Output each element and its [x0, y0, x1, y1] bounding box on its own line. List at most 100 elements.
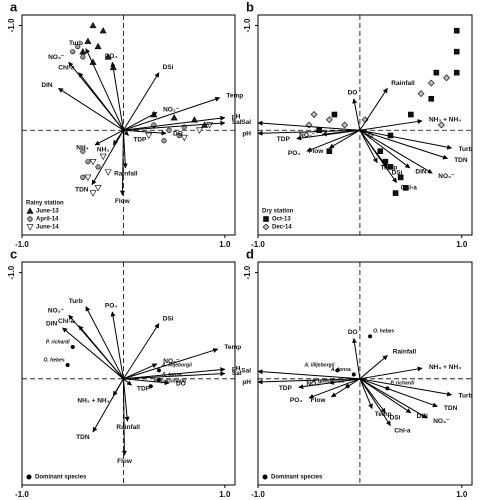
x-tick-label: 1.0: [219, 240, 231, 249]
env-label: PO₄: [105, 303, 118, 310]
panel-label: d: [246, 246, 254, 261]
env-arrow: [359, 129, 449, 160]
site-point: [453, 69, 460, 76]
legend-label: Dominant species: [35, 475, 87, 481]
env-label: DO: [176, 380, 186, 387]
env-arrow: [62, 327, 124, 380]
env-label: NH₃: [97, 147, 109, 154]
species-label: A. tonsa: [330, 367, 351, 373]
species-point: [368, 334, 373, 339]
plot-frame: [21, 261, 236, 486]
legend-label: June-13: [36, 209, 59, 215]
env-label: Turb: [458, 146, 472, 153]
env-arrow: [306, 129, 361, 152]
species-label: O. hebes: [44, 357, 65, 363]
site-point: [195, 127, 204, 134]
site-point: [387, 164, 394, 170]
site-point: [428, 96, 435, 102]
env-label: Chl-a: [394, 427, 411, 434]
legend-marker: [263, 216, 269, 222]
env-arrow: [85, 306, 124, 380]
plot-frame: [21, 14, 236, 236]
env-label: NH₃ + NH₄: [429, 117, 461, 124]
env-arrow: [359, 87, 388, 131]
site-point: [161, 138, 167, 144]
env-arrow: [359, 119, 423, 131]
x-tick-label: -1.0: [251, 240, 265, 249]
env-arrow: [123, 371, 226, 380]
env-label: DIN: [41, 82, 53, 89]
env-label: pH: [242, 379, 251, 386]
env-arrow: [78, 72, 124, 131]
env-label: DSi: [163, 64, 174, 71]
legend-marker: [26, 224, 34, 231]
env-arrow: [359, 378, 428, 419]
species-point: [65, 363, 70, 368]
env-label: Chl-a: [58, 318, 75, 325]
env-arrow: [351, 337, 361, 379]
env-arrow: [359, 129, 433, 174]
env-label: PO₄: [288, 150, 301, 157]
env-label: Chl-a: [401, 184, 418, 191]
env-label: PO₄: [105, 53, 118, 60]
legend-label: Dominant species: [271, 475, 323, 481]
env-arrow: [359, 129, 411, 169]
y-tick-label: -1.0: [7, 18, 16, 32]
env-arrow: [110, 61, 124, 131]
species-point: [345, 384, 350, 389]
y-tick-label: -1.0: [243, 265, 252, 279]
env-label: Temp: [381, 165, 398, 172]
site-point: [84, 37, 92, 44]
legend-marker: [27, 216, 33, 222]
env-arrow: [257, 129, 360, 136]
panel-label: c: [10, 246, 17, 261]
env-label: Rainfall: [114, 171, 138, 178]
env-label: TDN: [444, 405, 458, 412]
env-label: NO₃⁻: [48, 307, 65, 314]
env-arrow: [58, 87, 124, 131]
site-point: [331, 111, 338, 118]
env-label: Rainfall: [393, 348, 417, 355]
env-arrow: [359, 378, 391, 426]
species-label: P. richardi: [390, 381, 414, 387]
env-arrow: [94, 129, 124, 146]
env-arrow: [257, 369, 360, 380]
env-label: Sal: [232, 119, 242, 126]
env-label: DO: [348, 329, 358, 336]
env-arrow: [352, 98, 361, 131]
env-arrow: [328, 129, 361, 149]
env-arrow: [123, 96, 221, 131]
env-label: Chl-a: [58, 65, 75, 72]
legend-label: Oct-13: [272, 217, 291, 223]
species-point: [70, 344, 75, 349]
x-tick-label: -1.0: [15, 240, 29, 249]
site-point: [392, 190, 399, 196]
site-point: [75, 43, 81, 50]
site-point: [180, 134, 188, 142]
env-label: NO₃⁻: [433, 418, 450, 425]
site-point: [99, 153, 107, 161]
env-arrow: [359, 355, 388, 380]
legend-title: Rainy station: [26, 201, 64, 207]
site-point: [104, 53, 112, 60]
site-point: [453, 27, 460, 34]
species-point: [351, 372, 356, 377]
env-arrow: [308, 378, 361, 399]
site-point: [89, 21, 97, 29]
site-point: [341, 121, 349, 129]
site-point: [408, 111, 414, 118]
site-point: [89, 158, 97, 166]
env-label: DIN: [46, 321, 58, 328]
species-label: A. tonsa: [161, 372, 182, 378]
env-label: Flow: [308, 148, 324, 155]
site-point: [89, 190, 97, 197]
env-label: NH₃ + NH₄: [429, 364, 461, 371]
site-point: [443, 74, 450, 82]
species-point: [156, 377, 161, 382]
species-label: P. richardi: [46, 339, 70, 345]
env-arrow: [257, 120, 360, 131]
y-tick-label: -1.0: [7, 265, 16, 279]
site-point: [80, 54, 86, 60]
env-label: DIN: [417, 413, 429, 420]
